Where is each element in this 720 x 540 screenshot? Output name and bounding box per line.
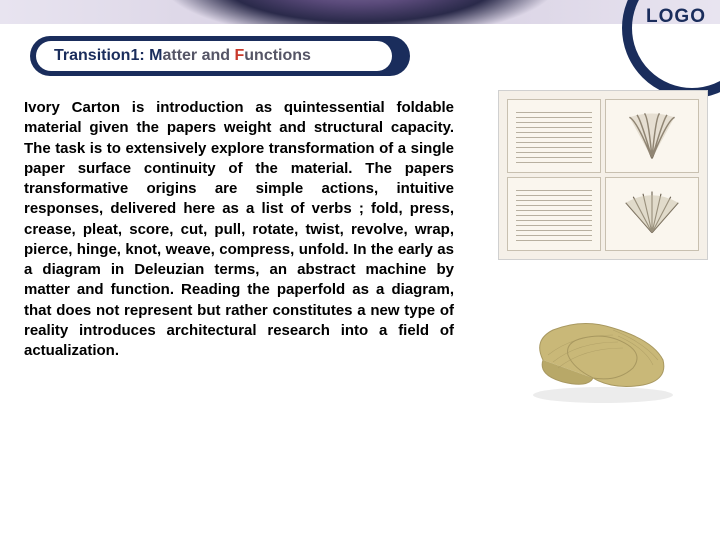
title-inner: Transition1: Matter and Functions [36, 41, 392, 71]
title-f: F [235, 47, 245, 64]
title-bar: Transition1: Matter and Functions [30, 36, 410, 76]
slide-title: Transition1: Matter and Functions [54, 47, 311, 65]
title-and: and [197, 47, 234, 64]
title-m: M [149, 47, 162, 64]
mobius-image [498, 290, 708, 420]
diagram-image [498, 90, 708, 260]
logo-text: LOGO [646, 6, 706, 28]
diagram-cell-4 [605, 177, 699, 251]
diagram-cell-1 [507, 99, 601, 173]
diagram-cell-2 [605, 99, 699, 173]
diagram-cell-3 [507, 177, 601, 251]
title-w2-rest: unctions [244, 47, 311, 64]
body-paragraph: Ivory Carton is introduction as quintess… [24, 98, 454, 361]
title-prefix: Transition1: [54, 47, 145, 64]
top-decoration [0, 0, 720, 24]
title-w1-rest: atter [162, 47, 197, 64]
